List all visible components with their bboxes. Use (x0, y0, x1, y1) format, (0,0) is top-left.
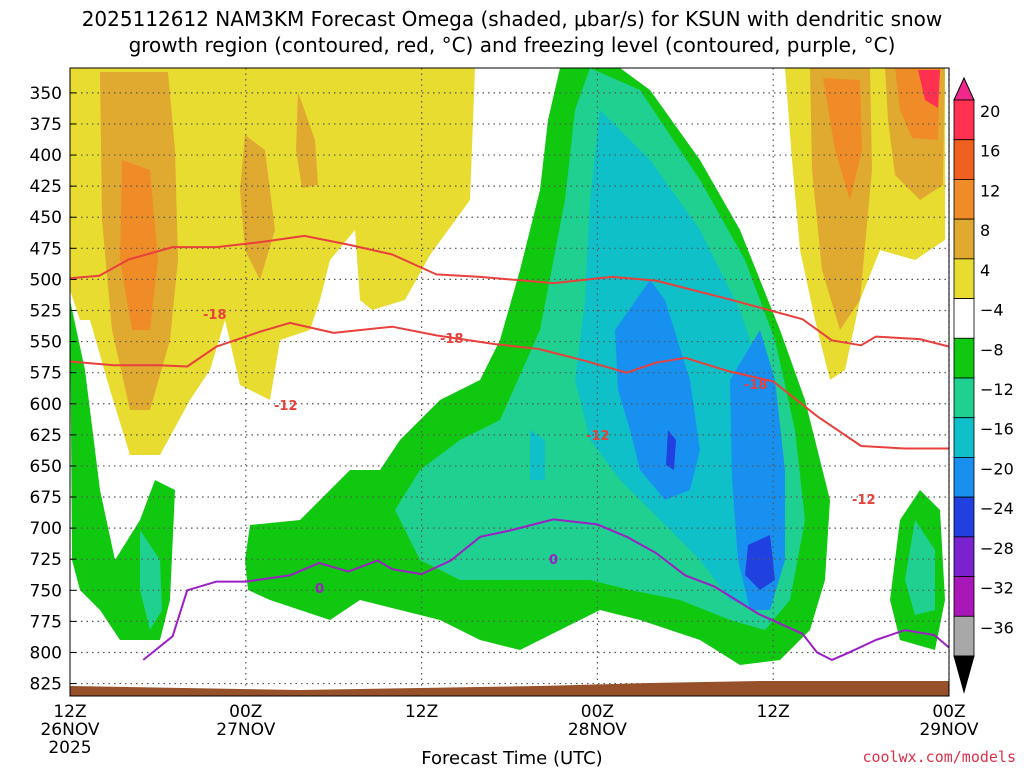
freezing_0-contour (142, 518, 949, 661)
y-tick-label: 650 (30, 457, 62, 477)
dgz_minus12-contour (70, 321, 949, 450)
colorbar-swatch (953, 576, 975, 617)
y-tick-label: 700 (30, 519, 62, 539)
dgz-minus12-label-2: -12 (586, 429, 610, 444)
x-tick-label: 27NOV (216, 720, 275, 740)
y-tick-label: 825 (30, 675, 62, 695)
colorbar-top-arrow (953, 76, 975, 101)
y-tick-label: 500 (30, 270, 62, 290)
omega-neg12-small (530, 430, 545, 480)
colorbar-swatch (953, 298, 975, 339)
omega-shading (70, 68, 945, 665)
dgz_minus18-contour (70, 234, 949, 348)
x-tick-label: 29NOV (919, 720, 978, 740)
y-tick-label: 400 (30, 146, 62, 166)
colorbar-label: −4 (980, 301, 1004, 320)
colorbar-swatch (953, 417, 975, 458)
colorbar-label: −32 (980, 579, 1014, 598)
colorbar-label: −36 (980, 618, 1014, 637)
y-tick-label: 775 (30, 612, 62, 632)
colorbar-label: −24 (980, 499, 1014, 518)
y-tick-label: 625 (30, 426, 62, 446)
omega-neg16-a (615, 280, 700, 500)
colorbar-swatch (953, 496, 975, 538)
x-tick-label: 12Z (757, 702, 790, 722)
omega-12-region-b (823, 78, 862, 200)
freezing-level-label-1: 0 (315, 582, 324, 597)
omega-neg20-a (666, 430, 676, 470)
x-tick-label: 00Z (932, 702, 965, 722)
colorbar-label: −16 (980, 420, 1014, 439)
colorbar-label: 16 (980, 142, 1000, 161)
y-tick-label: 550 (30, 333, 62, 353)
y-tick-label: 800 (30, 643, 62, 663)
colorbar-label: −8 (980, 340, 1004, 359)
contour-lines (70, 234, 949, 661)
terrain-surface (70, 681, 949, 696)
omega-neg8-left (140, 530, 162, 630)
y-tick-label: 350 (30, 84, 62, 104)
colorbar-label: −28 (980, 539, 1014, 558)
y-tick-label: 425 (30, 177, 62, 197)
colorbar-swatch (953, 337, 975, 379)
colorbar-swatch (953, 377, 975, 419)
y-tick-label: 600 (30, 395, 62, 415)
y-tick-label: 375 (30, 115, 62, 135)
y-tick-label: 750 (30, 581, 62, 601)
dgz-minus12-label-3: -12 (852, 493, 876, 508)
chart-title-line2: growth region (contoured, red, °C) and f… (129, 33, 896, 57)
omega-8-region-c (296, 92, 318, 188)
omega-neg8-right (905, 520, 935, 615)
colorbar-label: 20 (980, 102, 1000, 121)
plot-frame (69, 67, 950, 697)
y-axis-labels: 350 375 400 425 450 475 500 525 550 575 600 625 650 6… (30, 84, 62, 695)
colorbar-bottom-arrow (953, 655, 975, 694)
x-tick-label: 12Z (53, 702, 86, 722)
colorbar-swatch (953, 536, 975, 577)
x-axis-title: Forecast Time (UTC) (421, 748, 602, 768)
colorbar-swatch (953, 99, 975, 141)
colorbar-label: −12 (980, 380, 1014, 399)
y-tick-label: 575 (30, 364, 62, 384)
omega-neg20-b (745, 535, 775, 590)
freezing-level-label-2: 0 (549, 553, 558, 568)
y-tick-label: 450 (30, 208, 62, 228)
y-tick-label: 675 (30, 488, 62, 508)
colorbar-swatch (953, 179, 975, 220)
colorbar-swatch (953, 258, 975, 299)
y-tick-label: 525 (30, 301, 62, 321)
colorbar-label: −20 (980, 459, 1014, 478)
colorbar-swatch (953, 218, 975, 260)
y-tick-label: 725 (30, 550, 62, 570)
y-tick-label: 475 (30, 239, 62, 259)
dgz-minus18-label-3: -18 (744, 378, 768, 393)
x-tick-label: 2025 (48, 738, 91, 758)
x-tick-label: 00Z (229, 702, 262, 722)
x-tick-label: 26NOV (40, 720, 99, 740)
dgz-minus12-label-1: -12 (274, 399, 298, 414)
omega-16-region (918, 70, 940, 108)
dgz-minus18-label-2: -18 (440, 332, 464, 347)
x-tick-label: 12Z (405, 702, 438, 722)
credit-text: coolwx.com/models (862, 748, 1016, 766)
omega-12-region-a (120, 160, 158, 330)
chart-title-line1: 2025112612 NAM3KM Forecast Omega (shaded… (82, 7, 943, 31)
omega-neg16-b (730, 330, 785, 610)
colorbar-label: 4 (980, 261, 990, 280)
x-tick-label: 28NOV (568, 720, 627, 740)
colorbar-swatch (953, 139, 975, 180)
colorbar-swatch (953, 615, 975, 657)
dgz-minus18-label-1: -18 (203, 308, 227, 323)
x-tick-label: 00Z (581, 702, 614, 722)
colorbar-label: 12 (980, 181, 1000, 200)
colorbar-swatch (953, 457, 975, 498)
colorbar-label: 8 (980, 221, 990, 240)
colorbar: 20 16 12 8 4 −4 −8 −12 −16 −20 −24 −28 −32 −36 (953, 76, 1014, 694)
